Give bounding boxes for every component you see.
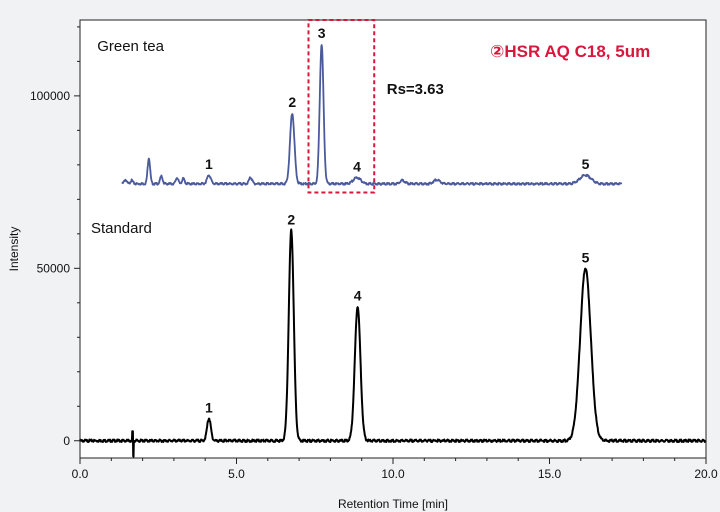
peak-label: 5 [582, 249, 590, 265]
x-tick-label: 5.0 [228, 467, 245, 481]
y-tick-label: 50000 [37, 261, 71, 275]
y-tick-label: 0 [63, 434, 70, 448]
x-tick-label: 10.0 [381, 467, 405, 481]
peak-label: 2 [287, 211, 295, 227]
peak-label: 1 [205, 156, 213, 172]
y-axis: 0 50000 100000 [30, 27, 80, 448]
peak-label: 5 [582, 156, 590, 172]
trace-label-standard: Standard [91, 220, 152, 237]
resolution-annotation: Rs=3.63 [387, 81, 444, 98]
x-axis: 0.0 5.0 10.0 15.0 20.0 [72, 458, 718, 481]
peak-label: 4 [354, 287, 362, 303]
column-title: ②HSR AQ C18, 5um [490, 42, 650, 61]
x-tick-label: 20.0 [694, 467, 718, 481]
peak-label: 4 [353, 159, 361, 175]
x-tick-label: 15.0 [538, 467, 562, 481]
y-tick-label: 100000 [30, 89, 70, 103]
y-axis-label: Intensity [7, 227, 21, 272]
x-axis-label: Retention Time [min] [338, 497, 448, 511]
peak-label: 2 [288, 94, 296, 110]
peak-label: 3 [318, 25, 326, 41]
x-tick-label: 0.0 [72, 467, 89, 481]
peak-label: 1 [205, 399, 213, 415]
trace-label-green-tea: Green tea [97, 38, 164, 55]
